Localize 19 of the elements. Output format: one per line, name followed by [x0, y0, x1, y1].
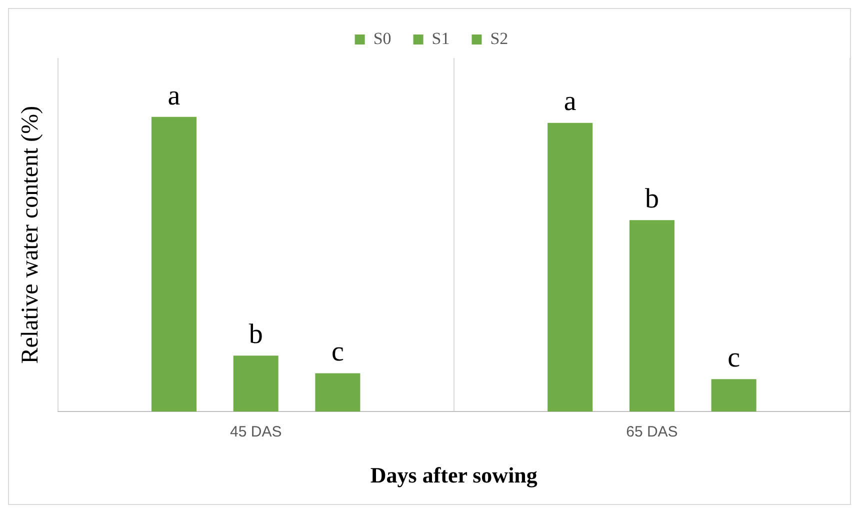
x-axis-title: Days after sowing: [370, 462, 538, 488]
x-tick-label: 65 DAS: [626, 424, 678, 441]
bar: [233, 356, 278, 412]
annotation: c: [331, 336, 344, 368]
bar: [151, 116, 196, 412]
bar: [629, 220, 674, 412]
annotation: c: [728, 342, 740, 374]
legend-label: S0: [373, 28, 392, 48]
text: a: [168, 80, 181, 112]
annotation: b: [248, 318, 263, 350]
annotation: a: [564, 86, 577, 118]
bar: [315, 373, 360, 412]
legend-label: S2: [490, 28, 508, 48]
x-tick-label: 45 DAS: [230, 424, 282, 441]
bar: [548, 122, 593, 412]
bar: [711, 379, 756, 412]
y-axis-title: Relative water content (%): [18, 106, 44, 364]
legend-label: S1: [432, 28, 450, 48]
annotation: b: [644, 183, 659, 214]
